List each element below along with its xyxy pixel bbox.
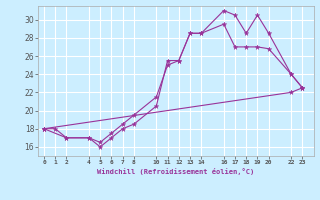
X-axis label: Windchill (Refroidissement éolien,°C): Windchill (Refroidissement éolien,°C) xyxy=(97,168,255,175)
